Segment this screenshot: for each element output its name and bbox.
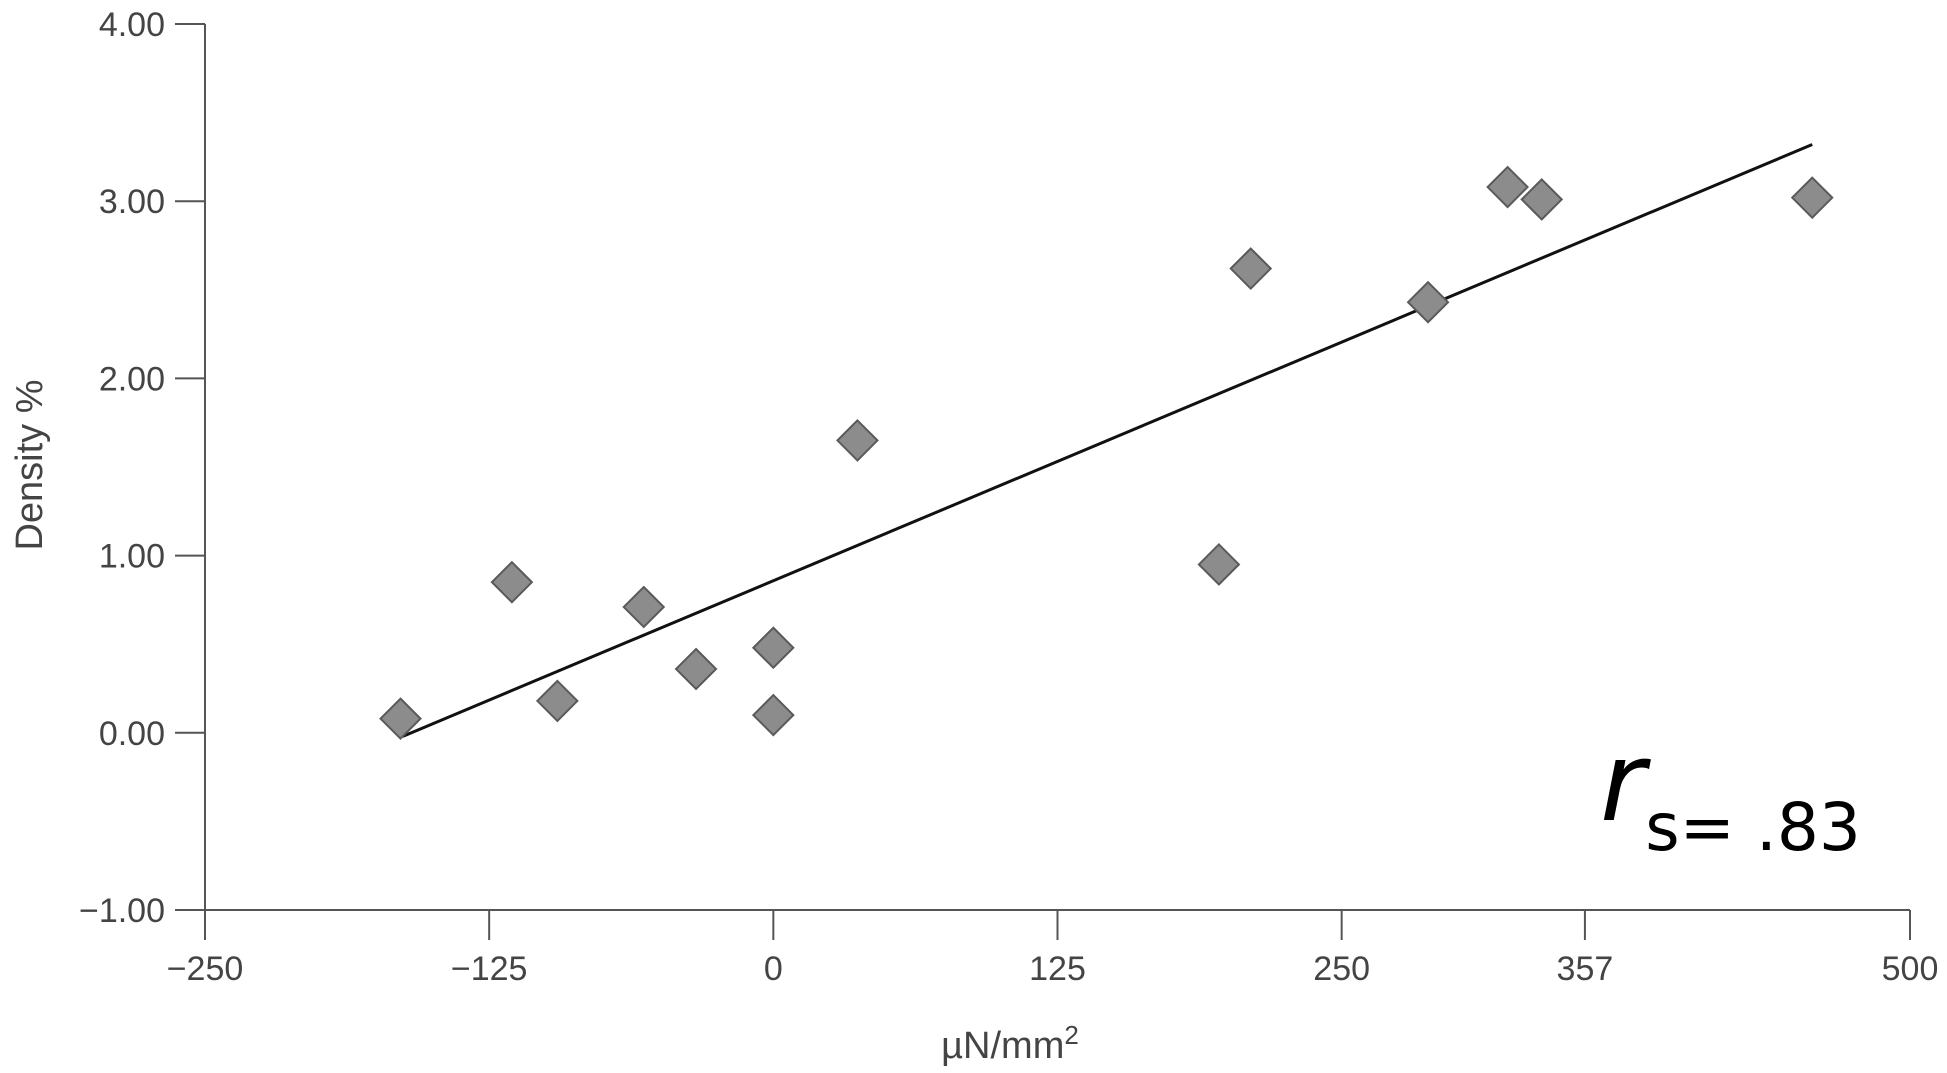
y-tick-label: 4.00 — [99, 6, 165, 44]
x-tick-label: 125 — [1029, 950, 1086, 988]
data-point — [1790, 176, 1834, 220]
y-tick-label: 1.00 — [99, 538, 165, 576]
correlation-symbol: r — [1600, 718, 1651, 846]
data-point — [1229, 247, 1273, 290]
y-tick-label: 0.00 — [99, 715, 165, 753]
y-axis: −1.00 0.00 1.00 2.00 3.00 4.00 — [79, 6, 206, 930]
x-tick-label: 357 — [1557, 950, 1614, 988]
data-point — [490, 560, 534, 604]
data-points — [379, 165, 1834, 741]
data-point — [622, 585, 666, 629]
y-tick-label: 2.00 — [99, 360, 165, 398]
data-point — [836, 419, 879, 462]
data-point — [1406, 280, 1450, 324]
trendline — [402, 143, 1813, 738]
x-axis-title-superscript: 2 — [1064, 1020, 1078, 1050]
correlation-annotation: rs= .83 — [1600, 718, 1861, 866]
data-point — [535, 679, 579, 723]
x-tick-label: −250 — [167, 950, 244, 988]
x-axis-title: µN/mm2 — [941, 1020, 1079, 1067]
data-point — [1520, 178, 1564, 221]
data-point — [674, 647, 718, 691]
y-tick-label: −1.00 — [79, 892, 165, 930]
data-point — [751, 693, 795, 737]
data-point — [379, 697, 422, 741]
x-axis: −250 −125 0 125 250 357 500 — [167, 909, 1939, 988]
x-tick-label: 0 — [764, 950, 783, 988]
x-axis-title-base: µN/mm — [941, 1025, 1064, 1067]
data-point — [1486, 165, 1530, 209]
correlation-subscript: s — [1645, 789, 1679, 866]
x-tick-label: −125 — [451, 950, 528, 988]
correlation-value: = .83 — [1680, 789, 1861, 866]
y-tick-label: 3.00 — [99, 183, 165, 221]
y-axis-title: Density % — [9, 379, 51, 550]
data-point — [1197, 543, 1241, 586]
x-tick-label: 500 — [1882, 950, 1939, 988]
x-tick-label: 250 — [1313, 950, 1370, 988]
data-point — [751, 626, 795, 670]
trendline-group — [402, 143, 1813, 738]
